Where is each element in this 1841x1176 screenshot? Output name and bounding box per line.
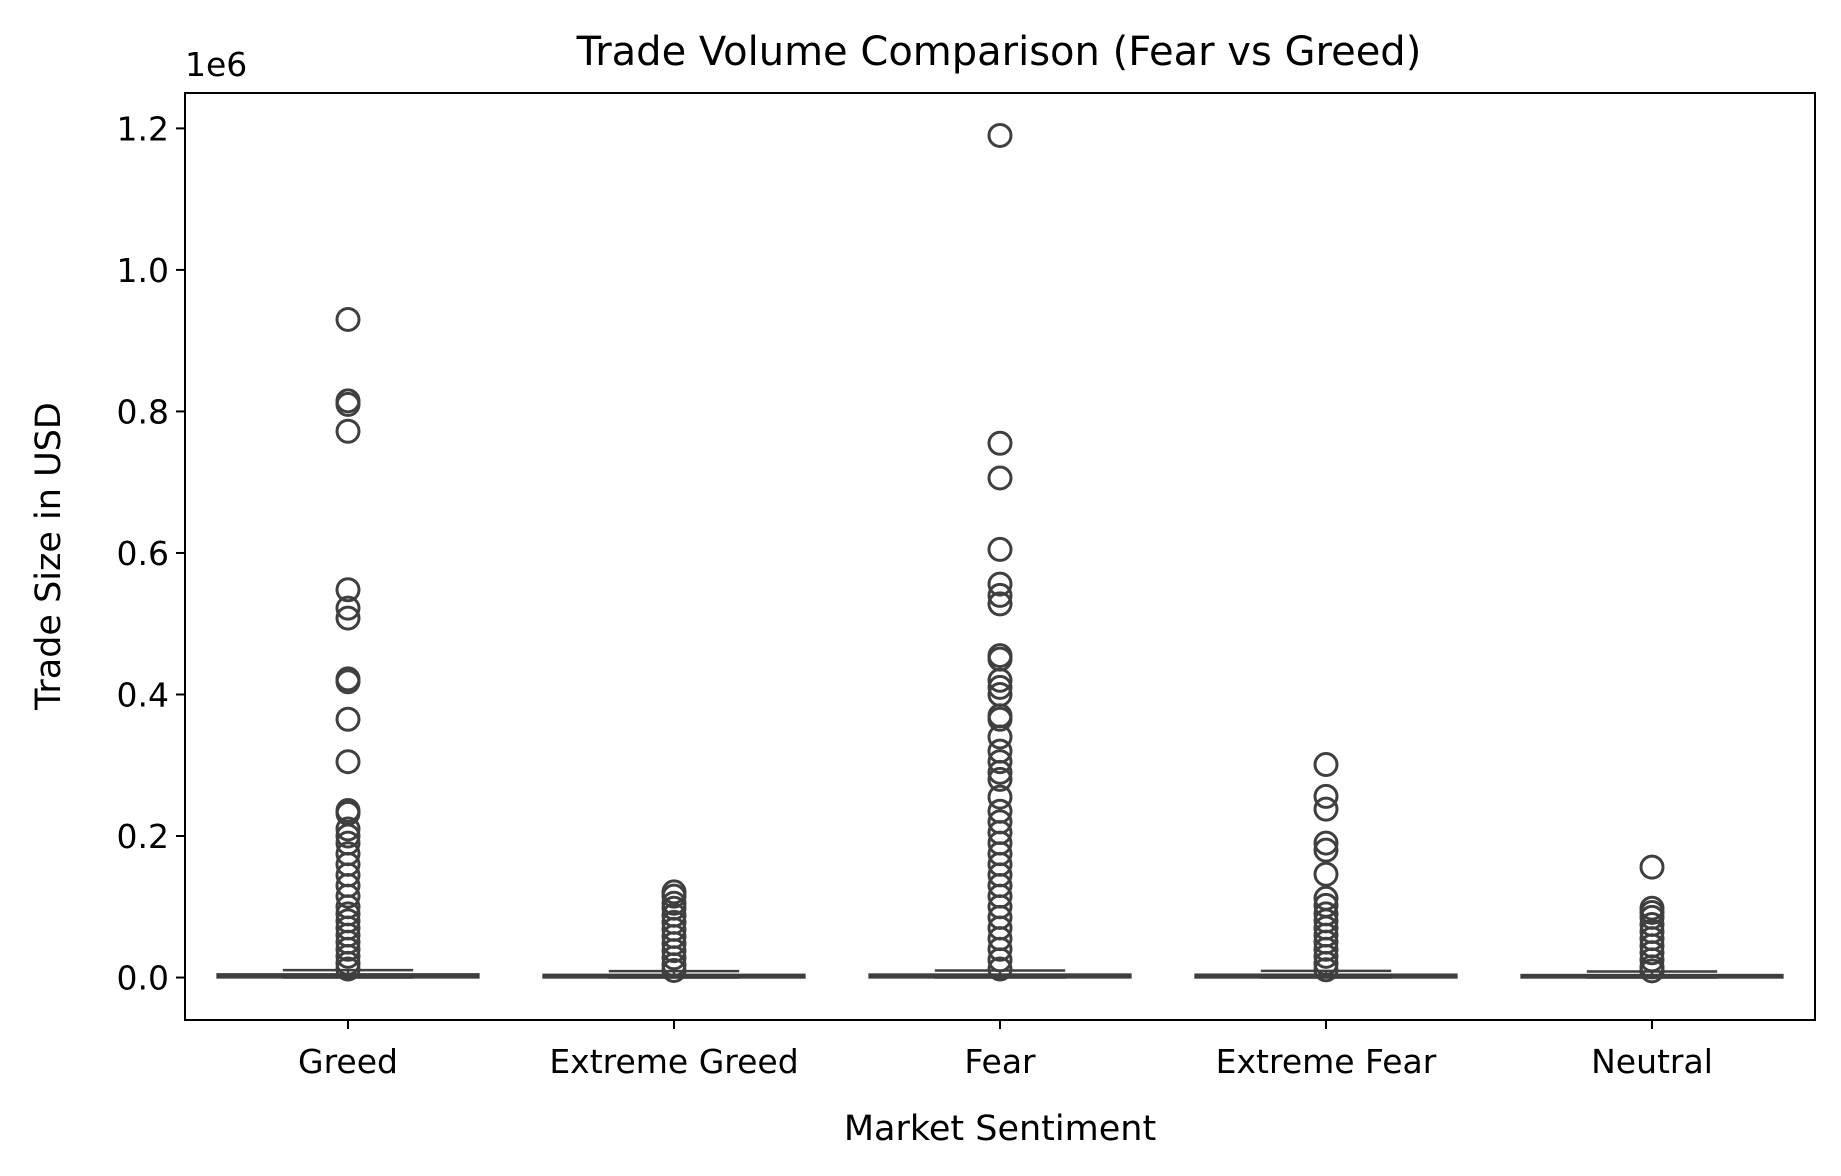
outlier-point	[987, 936, 1013, 962]
outlier-point	[335, 823, 361, 849]
box-group-greed	[216, 306, 480, 982]
x-axis: Greed Extreme Greed Fear Extreme Fear Neutra…	[298, 1020, 1713, 1081]
outlier-point	[1313, 861, 1339, 887]
box-group-extreme-fear	[1194, 752, 1458, 983]
outlier-point	[1639, 947, 1665, 973]
outlier-point	[1313, 783, 1339, 809]
outlier-point	[987, 571, 1013, 597]
y-tick-label: 1.0	[117, 251, 169, 290]
outlier-point	[1313, 957, 1339, 983]
y-scale-label: 1e6	[185, 45, 247, 84]
outlier-point	[1639, 940, 1665, 966]
outlier-point	[987, 536, 1013, 562]
outlier-point	[1313, 943, 1339, 969]
y-tick-label: 0.6	[117, 534, 169, 573]
outlier-point	[661, 883, 687, 909]
y-axis: 0.0 0.2 0.4 0.6 0.8 1.0 1.2	[117, 109, 185, 998]
box-group-fear	[868, 122, 1132, 982]
x-tick-label: Extreme Fear	[1216, 1042, 1437, 1081]
chart-title: Trade Volume Comparison (Fear vs Greed)	[576, 29, 1422, 75]
outlier-point	[987, 766, 1013, 792]
x-axis-title: Market Sentiment	[844, 1109, 1156, 1149]
outlier-point	[1313, 950, 1339, 976]
outlier-point	[1313, 837, 1339, 863]
outlier-point	[335, 669, 361, 695]
outlier-point	[987, 430, 1013, 456]
outlier-point	[1313, 830, 1339, 856]
outlier-point	[335, 936, 361, 962]
box-group-extreme-greed	[542, 879, 806, 983]
x-tick-label: Neutral	[1591, 1042, 1713, 1081]
outlier-point	[335, 706, 361, 732]
outlier-point	[335, 577, 361, 603]
y-tick-label: 0.0	[117, 959, 169, 998]
plot-area	[216, 122, 1784, 984]
outlier-point	[987, 759, 1013, 785]
outlier-point	[987, 724, 1013, 750]
outlier-point	[1313, 796, 1339, 822]
outlier-point	[335, 883, 361, 909]
outlier-point	[1639, 958, 1665, 984]
outlier-point	[335, 943, 361, 969]
outlier-point	[987, 784, 1013, 810]
outlier-point	[335, 418, 361, 444]
outlier-point	[987, 667, 1013, 693]
y-axis-title: Trade Size in USD	[29, 402, 69, 711]
outlier-point	[335, 956, 361, 982]
outlier-point	[335, 816, 361, 842]
outlier-point	[987, 749, 1013, 775]
x-tick-label: Fear	[964, 1042, 1036, 1081]
outlier-point	[335, 605, 361, 631]
outlier-point	[335, 749, 361, 775]
outlier-point	[335, 306, 361, 332]
outlier-point	[987, 591, 1013, 617]
outlier-point	[987, 947, 1013, 973]
outlier-point	[1639, 854, 1665, 880]
outlier-point	[987, 122, 1013, 148]
outlier-point	[661, 945, 687, 971]
outlier-point	[987, 465, 1013, 491]
outlier-point	[661, 938, 687, 964]
x-tick-label: Extreme Greed	[549, 1042, 798, 1081]
x-tick-label: Greed	[298, 1042, 398, 1081]
outlier-point	[1313, 752, 1339, 778]
y-tick-label: 1.2	[117, 109, 169, 148]
outlier-point	[987, 956, 1013, 982]
y-tick-label: 0.2	[117, 817, 169, 856]
outlier-point	[661, 957, 687, 983]
outlier-point	[987, 582, 1013, 608]
outlier-point	[987, 674, 1013, 700]
plot-frame	[184, 92, 1816, 1021]
y-tick-label: 0.4	[117, 675, 169, 714]
outlier-point	[335, 391, 361, 417]
outlier-point	[987, 706, 1013, 732]
outlier-point	[335, 595, 361, 621]
y-tick-label: 0.8	[117, 392, 169, 431]
box-group-neutral	[1520, 854, 1784, 984]
